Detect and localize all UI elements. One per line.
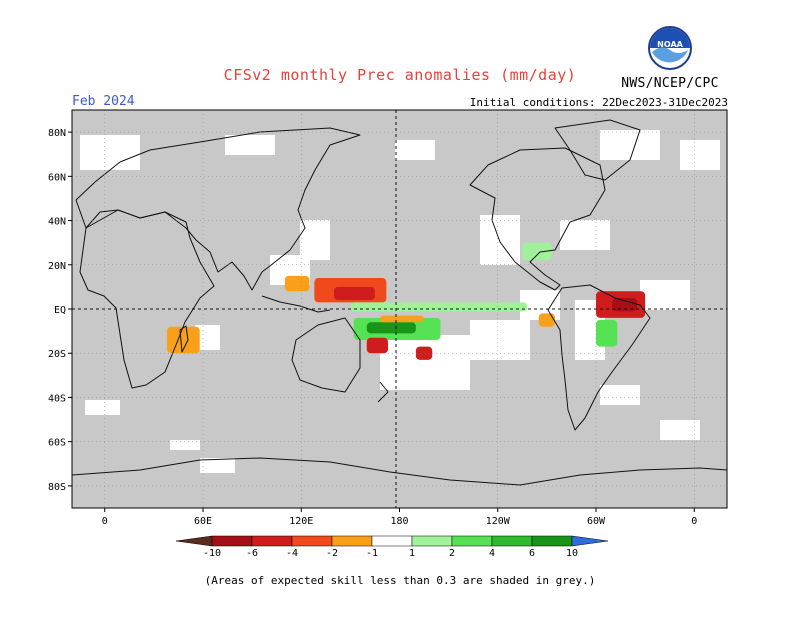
colorbar-segment — [291, 535, 333, 547]
brazil-dry-core — [612, 297, 637, 312]
colorbar-max-arrow — [571, 535, 609, 547]
colorbar-segment — [211, 535, 253, 547]
new-zealand-coast — [377, 381, 389, 403]
agency-label: NWS/NCEP/CPC — [621, 76, 719, 91]
colorbar-tick-label: -2 — [326, 548, 338, 559]
greenland-coast — [554, 119, 641, 181]
coral-sea-dry — [366, 337, 389, 354]
colorbar-tick-label: -4 — [286, 548, 298, 559]
colorbar-segment — [251, 535, 293, 547]
madagascar-coast — [179, 325, 189, 353]
colorbar-tick-label: 4 — [489, 548, 495, 559]
lat-label: 40S — [48, 393, 66, 404]
colorbar-tick-label: -6 — [246, 548, 258, 559]
south-pacific-dry — [379, 315, 425, 323]
colorbar-segment — [371, 535, 413, 547]
lat-label: 20S — [48, 349, 66, 360]
south-america-coast — [547, 284, 651, 431]
colorbar-tick-label: 1 — [409, 548, 415, 559]
lat-label: 60S — [48, 438, 66, 449]
initial-conditions: Initial conditions: 22Dec2023-31Dec2023 — [469, 96, 728, 109]
lat-label: 40N — [48, 217, 66, 228]
colorbar-segment — [451, 535, 493, 547]
colorbar-tick-label: -10 — [203, 548, 221, 559]
lon-label: 0 — [102, 516, 108, 527]
skill-footnote: (Areas of expected skill less than 0.3 a… — [204, 574, 596, 587]
colorbar-segment — [331, 535, 373, 547]
longitude-labels: 0 60E 120E 180 120W 60W 0 — [102, 508, 697, 527]
western-pacific-dry-core — [334, 286, 375, 301]
brazil-wet — [596, 320, 618, 347]
colorbar-min-arrow — [175, 535, 213, 547]
colorbar-tick-label: 2 — [449, 548, 455, 559]
north-america-coast — [469, 147, 606, 291]
africa-coast — [79, 209, 215, 389]
lon-label: 60E — [194, 516, 212, 527]
colorbar-tick-label: 6 — [529, 548, 535, 559]
colorbar-tick-label: -1 — [366, 548, 378, 559]
map-title: CFSv2 monthly Prec anomalies (mm/day) — [223, 66, 577, 84]
forecast-month: Feb 2024 — [72, 94, 135, 109]
lat-label: EQ — [54, 305, 66, 316]
east-pacific-dry — [538, 313, 556, 327]
lon-label: 180 — [390, 516, 408, 527]
anomaly-patches — [166, 242, 646, 360]
lat-label: 80S — [48, 482, 66, 493]
colorbar-segment — [411, 535, 453, 547]
lon-label: 120W — [486, 516, 511, 527]
coastlines — [72, 119, 727, 486]
lat-label: 60N — [48, 172, 66, 183]
high-skill-areas — [80, 130, 720, 473]
colorbar-segment — [531, 535, 573, 547]
svg-text:NOAA: NOAA — [657, 40, 683, 49]
philippines-dry — [284, 275, 310, 292]
equatorial-pacific-wet-band — [350, 302, 528, 312]
lon-label: 0 — [691, 516, 697, 527]
noaa-logo-icon: NOAA — [648, 26, 692, 70]
lat-label: 80N — [48, 128, 66, 139]
colorbar: -10 -6 -4 -2 -1 1 2 4 6 10 — [175, 535, 609, 559]
latitude-labels: 80N 60N 40N 20N EQ 20S 40S 60S 80S — [48, 128, 72, 493]
eurasia-coast — [75, 127, 361, 291]
australia-coast — [291, 317, 361, 393]
lon-label: 60W — [587, 516, 606, 527]
gulf-of-mexico-wet — [522, 242, 552, 261]
south-pacific-wet-core — [366, 322, 416, 334]
colorbar-tick-label: 10 — [566, 548, 578, 559]
colorbar-segment — [491, 535, 533, 547]
lon-label: 120E — [289, 516, 313, 527]
antarctica-coast — [72, 457, 727, 486]
indonesia-coast — [261, 295, 331, 313]
lat-label: 20N — [48, 261, 66, 272]
noaa-logo: NOAA NWS/NCEP/CPC — [614, 26, 726, 91]
